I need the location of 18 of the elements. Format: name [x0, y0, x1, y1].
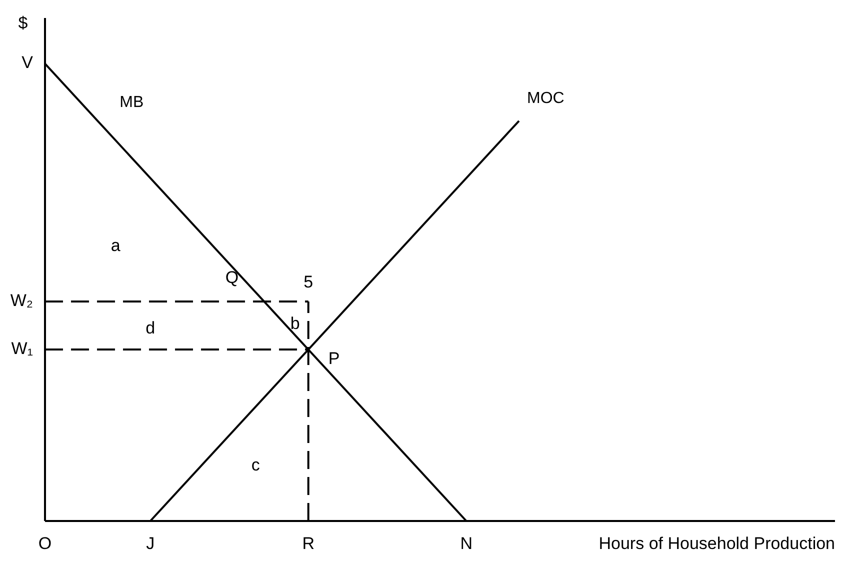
ref-line-label: W₁	[11, 339, 34, 358]
annotation: Q	[225, 268, 239, 288]
x-tick-label: J	[146, 534, 155, 553]
annotation: a	[110, 236, 121, 256]
annotation: b	[290, 314, 300, 333]
series-label: MB	[120, 94, 144, 111]
annotation: d	[146, 318, 156, 338]
annotation: V	[22, 53, 34, 72]
x-axis-title: Hours of Household Production	[598, 534, 835, 553]
series-label: MOC	[527, 90, 564, 107]
x-tick-label: N	[460, 534, 472, 553]
annotation: c	[251, 456, 260, 475]
x-tick-label: O	[38, 534, 52, 553]
annotation: 5	[304, 272, 314, 292]
ref-line-label: W₂	[10, 290, 33, 310]
y-axis-title: $	[18, 13, 28, 32]
x-tick-label: R	[302, 534, 314, 553]
annotation: P	[328, 349, 340, 368]
